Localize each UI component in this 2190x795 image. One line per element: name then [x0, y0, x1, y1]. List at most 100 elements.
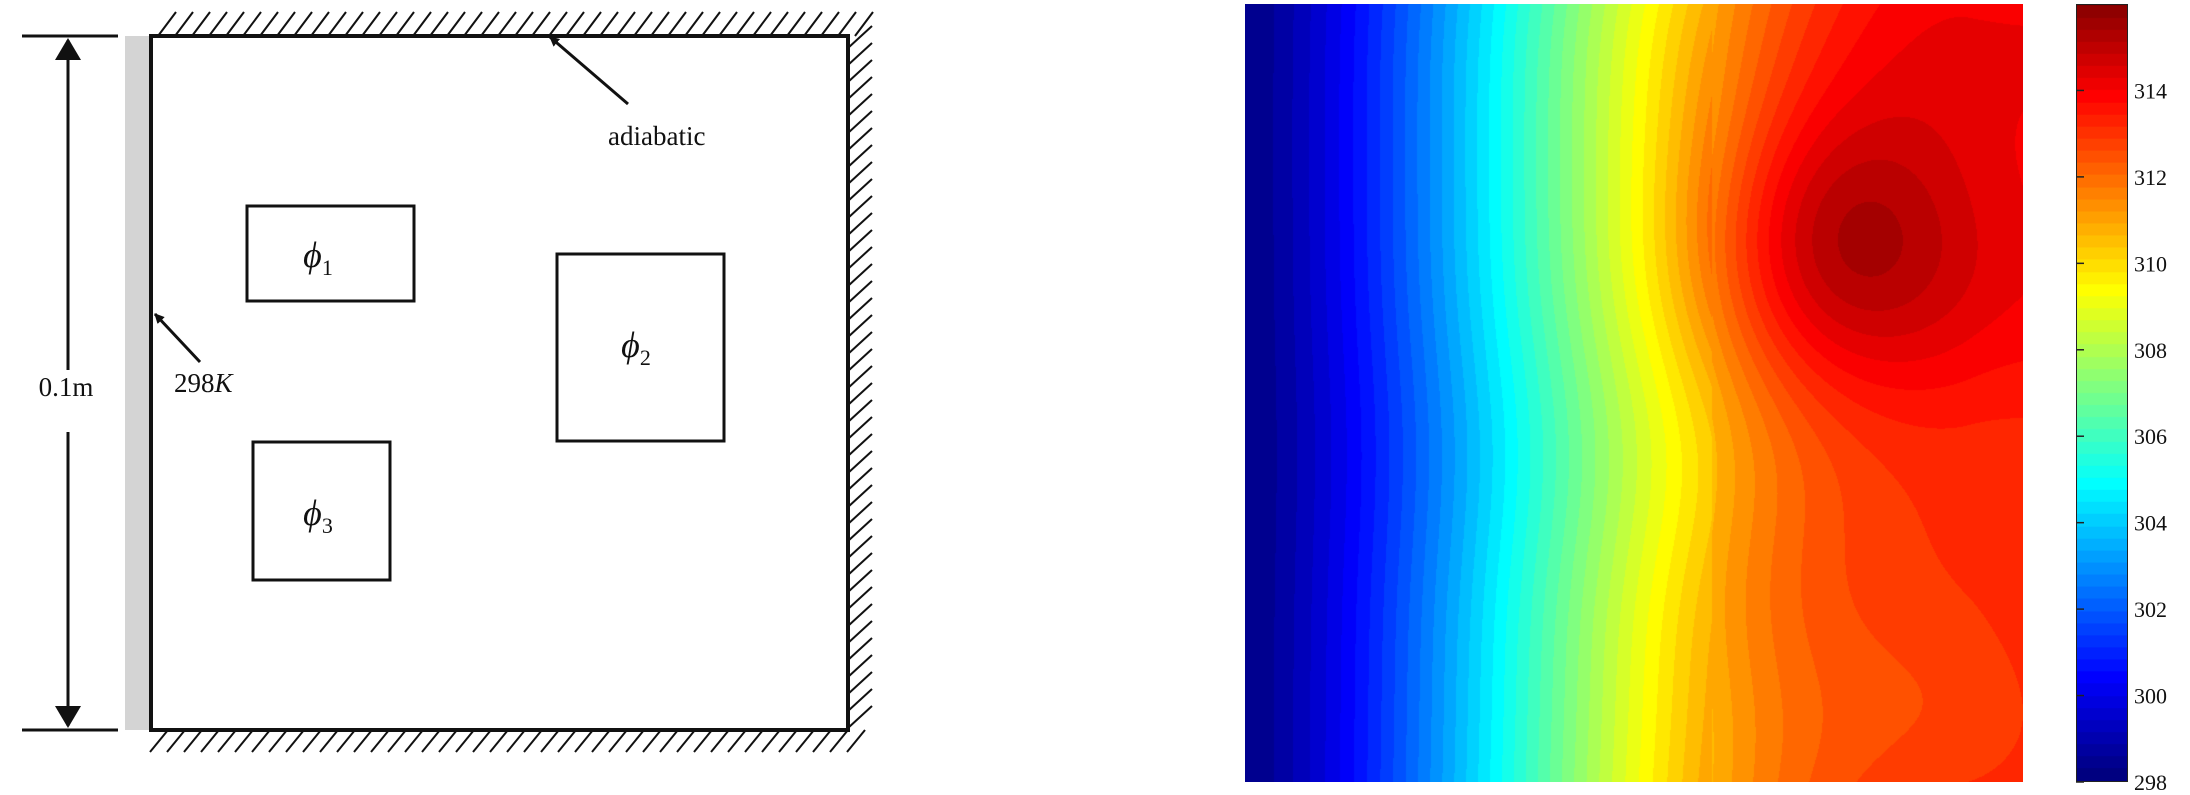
hatch-line [616, 11, 636, 37]
hatch-line [582, 11, 602, 37]
hatch-line [676, 729, 696, 753]
hatch-line [489, 729, 509, 753]
heat-source-2: ϕ2 [555, 252, 726, 443]
heat-source-1-box [245, 204, 416, 303]
heat-source-3: ϕ3 [251, 440, 392, 582]
hatch-line [285, 729, 305, 753]
colorbar-tick-label: 306 [2134, 424, 2167, 449]
hatch-line [421, 729, 441, 753]
hatch-line [847, 263, 873, 287]
hatch-line [531, 11, 551, 37]
hatch-line [847, 314, 873, 338]
hatch-line [847, 246, 873, 270]
hatch-line [847, 178, 873, 202]
hatch-line [778, 729, 798, 753]
hatch-line [847, 501, 873, 525]
colorbar-tick-label: 308 [2134, 338, 2167, 363]
hatch-line [846, 729, 866, 753]
hatch-line [591, 729, 611, 753]
hatch-line [353, 729, 373, 753]
hatch-line [820, 11, 840, 37]
hatch-line [769, 11, 789, 37]
adiabatic-label: adiabatic [608, 121, 705, 151]
hatch-line [847, 144, 873, 168]
hatch-line [847, 671, 873, 695]
heat-source-3-box [251, 440, 392, 582]
hatch-line [523, 729, 543, 753]
hatch-line [847, 569, 873, 593]
hatch-line [506, 729, 526, 753]
boundary-temp-label: 298K [174, 368, 235, 398]
hatch-line [786, 11, 806, 37]
hatch-line [293, 11, 313, 37]
hatch-line [854, 11, 874, 37]
hatch-line [847, 195, 873, 219]
hatch-line [642, 729, 662, 753]
adiabatic-arrow [549, 35, 629, 106]
colorbar-tick-label: 314 [2134, 78, 2167, 103]
hatch-line [847, 467, 873, 491]
hatch-line [608, 729, 628, 753]
hatch-line [557, 729, 577, 753]
hatch-line [837, 11, 857, 37]
hatch-line [847, 59, 873, 83]
hatch-line [847, 637, 873, 661]
hatch-line [847, 552, 873, 576]
hatch-line [847, 229, 873, 253]
hatch-line [208, 11, 228, 37]
hatch-line [565, 11, 585, 37]
dimension-label: 0.1m [39, 372, 94, 402]
hatch-line [847, 484, 873, 508]
hatch-line [259, 11, 279, 37]
hatch-line [149, 729, 169, 753]
hatch-line [752, 11, 772, 37]
hatch-line [847, 348, 873, 372]
hatch-line [302, 729, 322, 753]
domain-schematic: 0.1m ϕ1 ϕ2 ϕ3 298K adiabatic [22, 11, 874, 753]
hatch-line [540, 729, 560, 753]
hatch-line [847, 42, 873, 66]
hatch-line [276, 11, 296, 37]
hatch-line [412, 11, 432, 37]
hatch-line [727, 729, 747, 753]
hatch-line [242, 11, 262, 37]
hatch-line [446, 11, 466, 37]
hatch-line [327, 11, 347, 37]
hatch-line [514, 11, 534, 37]
hatch-line [336, 729, 356, 753]
hatch-line [361, 11, 381, 37]
hatch-line [847, 365, 873, 389]
hatch-line [319, 729, 339, 753]
colorbar-tick-label: 304 [2134, 511, 2167, 536]
hatch-line [847, 212, 873, 236]
domain-boundary [149, 34, 850, 732]
hatch-line [480, 11, 500, 37]
temperature-field-heatmap [1245, 4, 2023, 782]
hatch-line [847, 620, 873, 644]
hatch-line [268, 729, 288, 753]
hatch-line [191, 11, 211, 37]
hatch-line [701, 11, 721, 37]
hatch-line [847, 688, 873, 712]
hatch-line [378, 11, 398, 37]
hatch-line [847, 161, 873, 185]
hatch-line [847, 331, 873, 355]
hatch-line [497, 11, 517, 37]
hatch-line [574, 729, 594, 753]
hatch-line [735, 11, 755, 37]
hatch-line [847, 433, 873, 457]
hatch-line [234, 729, 254, 753]
hatch-line [847, 603, 873, 627]
hatch-line [847, 93, 873, 117]
hatch-line [463, 11, 483, 37]
hatch-line [225, 11, 245, 37]
hatch-line [183, 729, 203, 753]
hatch-line [847, 450, 873, 474]
hatch-line [812, 729, 832, 753]
hatch-line [548, 11, 568, 37]
colorbar-tick-label: 310 [2134, 251, 2167, 276]
hatch-line [455, 729, 475, 753]
hatch-line [472, 729, 492, 753]
hatch-line [659, 729, 679, 753]
hatch-line [829, 729, 849, 753]
